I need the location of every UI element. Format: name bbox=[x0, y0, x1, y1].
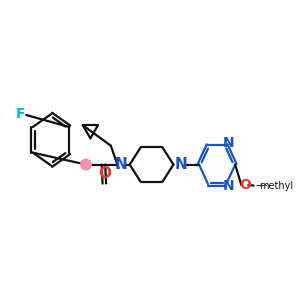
Text: N: N bbox=[115, 157, 127, 172]
Text: N: N bbox=[175, 157, 188, 172]
Text: N: N bbox=[223, 179, 234, 193]
Text: N: N bbox=[223, 136, 234, 150]
Text: O: O bbox=[98, 166, 111, 181]
Text: F: F bbox=[16, 106, 26, 121]
Text: —: — bbox=[255, 181, 266, 190]
Circle shape bbox=[81, 159, 91, 170]
Text: methyl: methyl bbox=[260, 181, 293, 190]
Text: O: O bbox=[239, 178, 251, 192]
